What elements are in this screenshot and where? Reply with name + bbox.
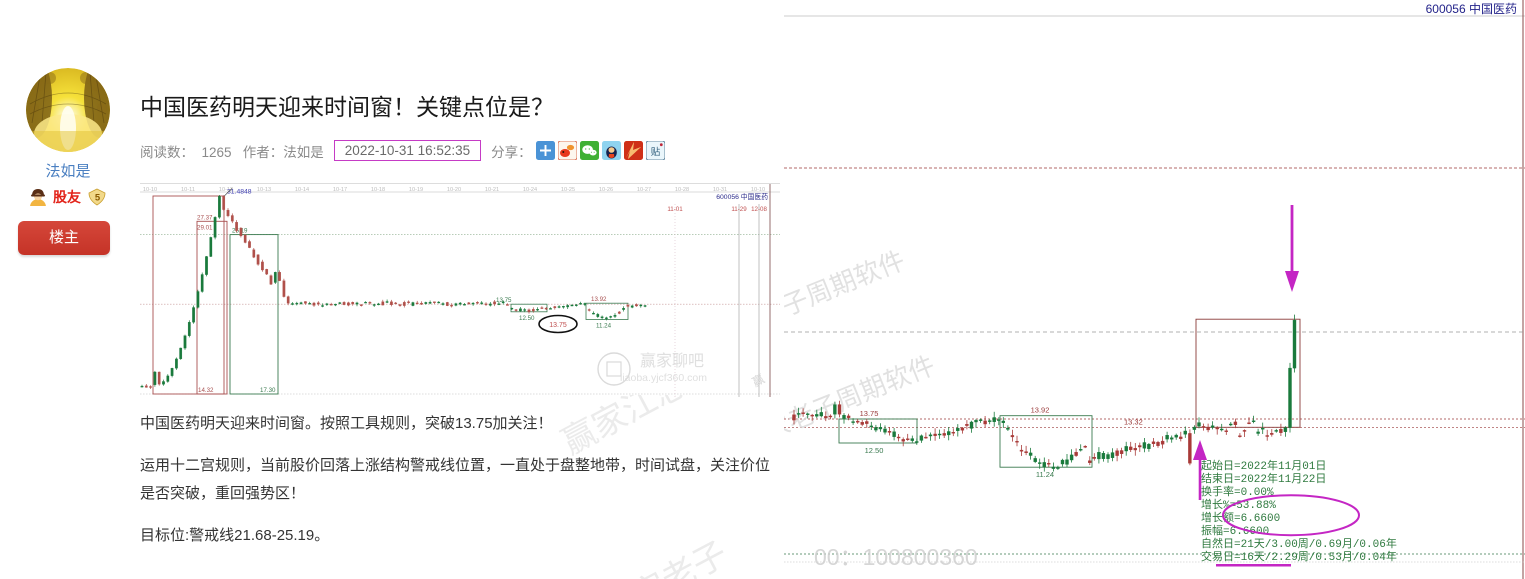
svg-text:liaoba.yjcf360.com: liaoba.yjcf360.com [620,372,707,384]
svg-text:增长%=53.88%: 增长%=53.88% [1201,497,1276,512]
svg-text:13.92: 13.92 [1031,406,1050,415]
svg-text:13.75: 13.75 [549,322,567,329]
svg-text:增长额=6.6600: 增长额=6.6600 [1201,510,1280,525]
svg-text:12.50: 12.50 [519,315,535,322]
svg-text:27.37: 27.37 [197,214,213,221]
svg-text:11-01: 11-01 [667,206,683,213]
svg-text:14.32: 14.32 [198,387,214,394]
svg-text:17.30: 17.30 [260,387,276,394]
svg-text:结束日=2022年11月22日: 结束日=2022年11月22日 [1201,471,1326,486]
svg-text:12.50: 12.50 [865,446,884,455]
svg-text:600056 中国医药: 600056 中国医药 [1426,1,1517,16]
svg-text:贴: 贴 [650,146,660,158]
svg-text:12-08: 12-08 [751,206,767,213]
svg-text:00：100800360: 00：100800360 [814,544,978,570]
svg-text:起始日=2022年11月01日: 起始日=2022年11月01日 [1201,458,1326,473]
svg-text:13.92: 13.92 [591,296,607,303]
svg-text:11.24: 11.24 [596,323,612,330]
svg-text:600056 中国医药: 600056 中国医药 [716,192,768,201]
svg-text:13.75: 13.75 [860,409,879,418]
svg-text:赢家聊吧: 赢家聊吧 [640,352,704,370]
svg-text:13.75: 13.75 [496,297,512,304]
svg-text:5: 5 [95,193,101,204]
svg-text:11.24: 11.24 [1036,470,1054,479]
svg-text:自然日=21天/3.00周/0.69月/0.06年: 自然日=21天/3.00周/0.69月/0.06年 [1201,536,1397,551]
svg-text:振幅=6.6600: 振幅=6.6600 [1201,523,1269,538]
svg-text:交易日=16天/2.29周/0.53月/0.04年: 交易日=16天/2.29周/0.53月/0.04年 [1201,549,1397,564]
svg-text:13.32: 13.32 [1124,417,1143,426]
svg-text:11-29: 11-29 [731,206,747,213]
svg-text:29.01: 29.01 [197,224,213,231]
